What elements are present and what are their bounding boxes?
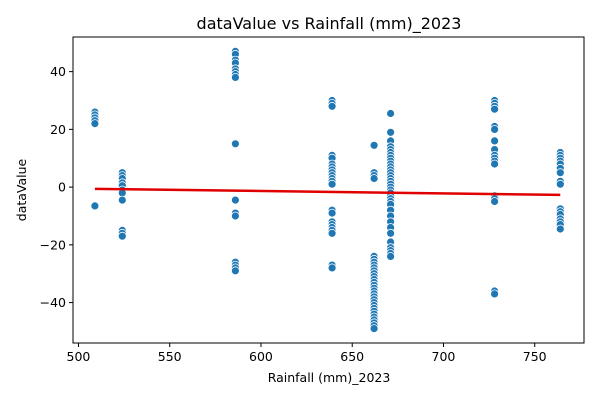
data-point [327, 228, 337, 238]
data-point [369, 324, 379, 334]
data-point [327, 208, 337, 218]
y-axis: −40 −20 0 20 40 [40, 64, 73, 310]
x-tick-label: 650 [340, 349, 364, 364]
x-tick-label: 750 [523, 349, 547, 364]
y-tick-label: −20 [40, 237, 66, 252]
plot-frame [72, 36, 585, 344]
points-layer [90, 47, 565, 334]
chart-title: dataValue vs Rainfall (mm)_2023 [197, 14, 462, 34]
y-tick-label: 0 [58, 180, 66, 195]
x-tick-label: 600 [249, 349, 273, 364]
data-point [230, 195, 240, 205]
data-point [555, 179, 565, 189]
data-point [369, 140, 379, 150]
data-point [327, 101, 337, 111]
trend-line [94, 187, 561, 197]
data-point [230, 73, 240, 82]
data-point [230, 211, 240, 221]
data-point [490, 197, 500, 206]
x-axis: 500 550 600 650 700 750 [67, 343, 547, 364]
data-point [490, 289, 500, 299]
trend-layer [94, 187, 561, 197]
x-tick-label: 500 [67, 349, 91, 364]
data-point [490, 136, 500, 146]
y-tick-label: 20 [50, 122, 66, 137]
data-point [117, 231, 127, 241]
x-tick-label: 550 [158, 349, 182, 364]
data-point [230, 266, 240, 276]
data-point [386, 228, 396, 238]
data-point [117, 195, 127, 205]
y-axis-label: dataValue [14, 158, 29, 221]
data-point [386, 127, 396, 137]
data-point [90, 201, 100, 211]
data-point [90, 119, 100, 128]
data-point [230, 139, 240, 149]
data-point [327, 263, 337, 273]
data-point [555, 168, 565, 178]
data-point [327, 179, 337, 189]
data-point [369, 174, 379, 183]
y-tick-label: −40 [40, 295, 66, 310]
x-tick-label: 700 [432, 349, 456, 364]
data-point [386, 109, 396, 118]
data-point [555, 224, 565, 234]
x-axis-label: Rainfall (mm)_2023 [268, 370, 391, 385]
data-point [490, 124, 500, 134]
data-point [490, 159, 500, 169]
y-tick-label: 40 [50, 64, 66, 79]
data-point [386, 251, 396, 261]
data-point [490, 104, 500, 114]
